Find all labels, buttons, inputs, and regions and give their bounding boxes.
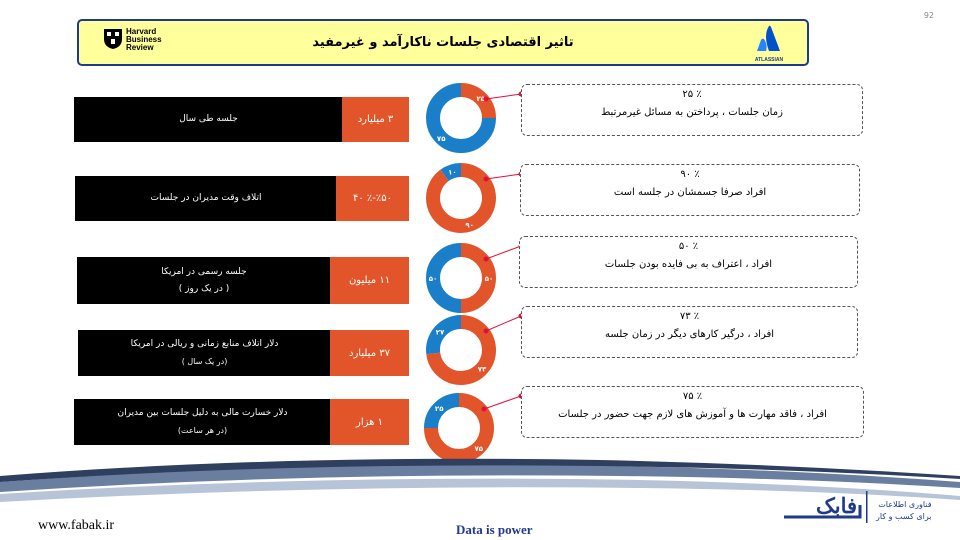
callout-description: زمان جلسات ، پرداختن به مسائل غیرمرتبط	[601, 107, 783, 118]
fabak-tagline-1: فناوری اطلاعات	[878, 500, 932, 509]
stat-label-line: اتلاف وقت مدیران در جلسات	[150, 193, 262, 203]
stat-value-box: ۱۱ میلیون	[330, 257, 409, 304]
callout-box: ٪ ۵۰ افراد ، اعتراف به بی فایده بودن جلس…	[519, 236, 858, 288]
donut-slice-blue	[426, 315, 462, 355]
callout-description: افراد ، اعتراف به بی فایده بودن جلسات	[604, 259, 773, 270]
callout-percent: ٪ ۷۳	[679, 311, 700, 322]
atlassian-logo: ATLASSIAN	[749, 25, 789, 63]
page-title: تاثیر اقتصادی جلسات ناکارآمد و غیرمفید	[312, 35, 574, 50]
footer-url[interactable]: www.fabak.ir	[38, 518, 115, 533]
callout-description: افراد صرفا جسمشان در جلسه است	[613, 187, 767, 198]
stat-label-box: دلار اتلاف منابع زمانی و ریالی در امریکا…	[78, 330, 331, 376]
stat-label-box: اتلاف وقت مدیران در جلسات	[75, 176, 337, 221]
footer-swoosh	[0, 458, 960, 502]
atlassian-logo-text: ATLASSIAN	[754, 57, 784, 63]
donut-chart: ۲۵ ۷۵	[426, 83, 496, 153]
shield-icon	[104, 29, 122, 49]
callout-percent: ٪ ۹۰	[680, 169, 700, 180]
hbr-logo: Harvard Business Review	[103, 28, 162, 52]
stat-label-line: جلسه رسمی در امریکا	[161, 266, 247, 277]
donut-label-blue: ۲۵	[435, 405, 444, 413]
connector-line	[485, 245, 522, 260]
connector-line	[485, 93, 522, 100]
connector-dot	[483, 256, 489, 262]
stat-label-box: جلسه رسمی در امریکا ( در یک روز )	[77, 257, 331, 304]
callout-percent: ٪ ۷۵	[682, 391, 703, 402]
stat-label-line: (در هر ساعت)	[177, 426, 228, 435]
callout-box: ٪ ۹۰ افراد صرفا جسمشان در جلسه است	[520, 164, 860, 216]
donut-slice-blue	[424, 393, 460, 429]
callout-box: ٪ ۷۵ افراد ، فاقد مهارت ها و آموزش های ل…	[521, 386, 864, 438]
callout-box: ٪ ۷۳ افراد ، درگیر کارهای دیگر در زمان ج…	[521, 306, 858, 358]
fabak-logo	[780, 487, 870, 531]
stat-label-box: دلار خسارت مالی به دلیل جلسات بین مدیران…	[74, 399, 331, 445]
stat-value-box: ٪۵۰-٪ ۴۰	[336, 176, 409, 221]
donut-chart: ۹۰ ۱۰	[426, 163, 496, 233]
donut-slice-orange	[424, 393, 494, 463]
donut-label-orange: ۷۳	[478, 366, 487, 374]
donut-slice-blue	[440, 163, 462, 182]
donut-label-blue: ۱۰	[448, 168, 457, 176]
donut-label-blue: ۲۷	[436, 328, 445, 336]
stat-label-box: جلسه طی سال	[74, 97, 343, 142]
stat-label-line: دلار خسارت مالی به دلیل جلسات بین مدیران	[117, 408, 288, 418]
hbr-logo-line-2: Business	[126, 35, 162, 44]
stat-label-line: جلسه طی سال	[179, 114, 238, 124]
donut-chart: ۷۳ ۲۷	[426, 315, 496, 385]
callout-description: افراد ، فاقد مهارت ها و آموزش های لازم ج…	[558, 409, 827, 420]
stat-label-line: (در یک سال )	[181, 357, 228, 366]
donut-slice-orange	[460, 83, 496, 119]
connector-line	[483, 395, 522, 410]
hbr-logo-line-1: Harvard	[126, 27, 157, 36]
connector-dot	[483, 176, 489, 182]
callout-percent: ٪ ۲۵	[682, 89, 702, 100]
connector-dot	[481, 406, 487, 412]
stat-value-box: ۳ میلیارد	[342, 97, 409, 142]
fabak-logo-icon	[784, 491, 868, 523]
callout-box: ٪ ۲۵ زمان جلسات ، پرداختن به مسائل غیرمر…	[521, 84, 863, 136]
donut-label-blue: ۵۰	[429, 275, 438, 283]
donut-label-orange: ۵۰	[485, 275, 494, 283]
donut-label-orange: ۷۵	[475, 445, 484, 453]
stat-label-line: ( در یک روز )	[178, 283, 230, 294]
donut-chart: ۷۵ ۲۵	[424, 393, 494, 463]
donut-slice-orange	[426, 315, 496, 385]
callout-percent: ٪ ۵۰	[678, 241, 699, 252]
connector-line	[485, 173, 522, 180]
stat-label-line: دلار اتلاف منابع زمانی و ریالی در امریکا	[130, 339, 279, 349]
fabak-tagline: فناوری اطلاعات برای کسب و کار	[876, 499, 932, 523]
page-number: 92	[923, 11, 934, 20]
stat-value-box: ۱ هزار	[330, 399, 409, 445]
header-banner: Harvard Business Review تاثیر اقتصادی جل…	[77, 19, 809, 66]
hbr-logo-line-3: Review	[126, 43, 154, 52]
stat-value-box: ۳۷ میلیارد	[330, 330, 409, 376]
donut-slice-blue	[426, 243, 462, 313]
fabak-tagline-2: برای کسب و کار	[876, 512, 932, 521]
callout-description: افراد ، درگیر کارهای دیگر در زمان جلسه	[604, 329, 775, 340]
donut-label-orange: ۲۵	[477, 95, 486, 103]
donut-slice-orange	[426, 163, 496, 233]
atlassian-icon	[757, 25, 780, 51]
connector-dot	[483, 96, 489, 102]
donut-chart: ۵۰ ۵۰	[426, 243, 496, 313]
fabak-brand: فابک	[816, 493, 858, 518]
donut-label-orange: ۹۰	[465, 222, 474, 230]
connector-line	[485, 315, 522, 332]
donut-slice-blue	[426, 83, 496, 153]
footer-slogan: Data is power	[456, 522, 533, 537]
donut-slice-orange	[460, 243, 496, 313]
donut-label-blue: ۷۵	[437, 135, 446, 143]
connector-dot	[483, 328, 489, 334]
